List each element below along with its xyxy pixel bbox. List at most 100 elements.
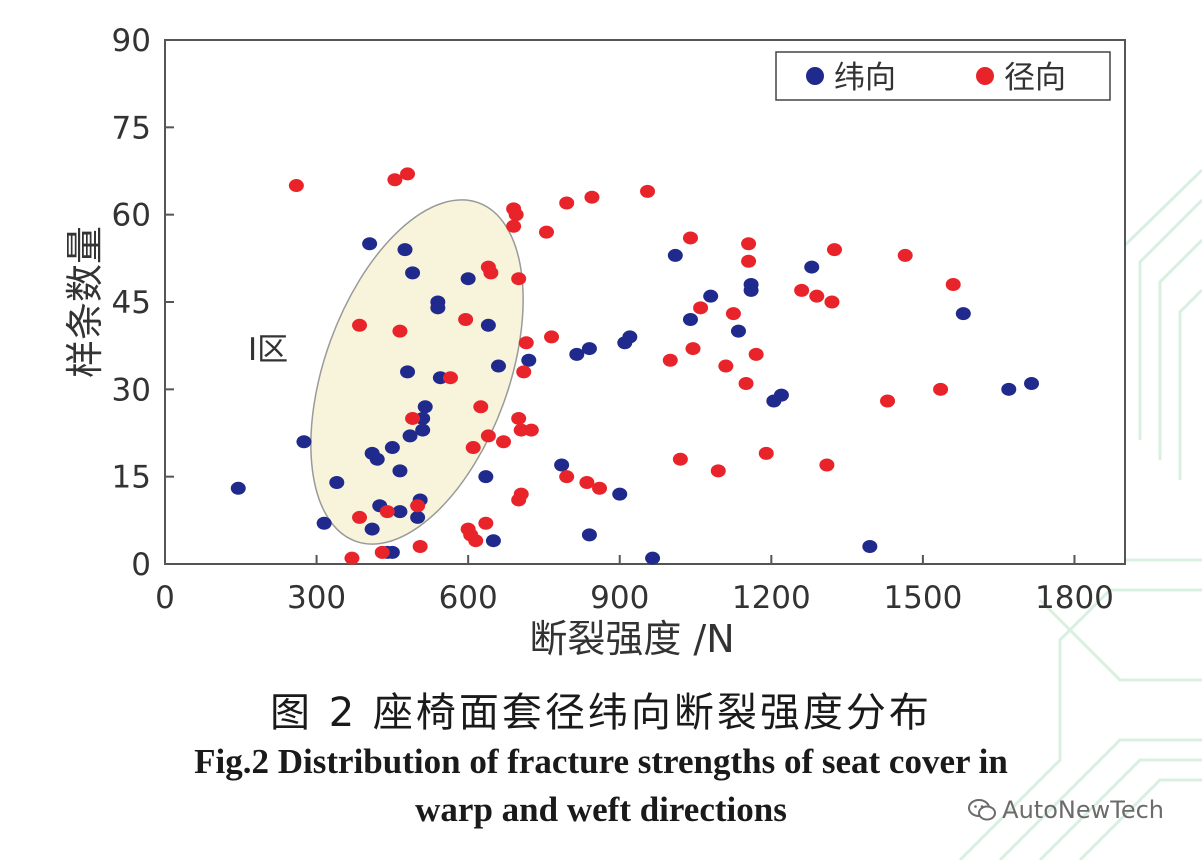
warp-point <box>410 499 426 513</box>
weft-point <box>417 400 433 414</box>
weft-point <box>480 318 496 332</box>
warp-point <box>662 353 678 367</box>
legend-marker-weft <box>806 67 824 85</box>
weft-point <box>730 324 746 338</box>
warp-point <box>465 441 481 455</box>
warp-point <box>741 254 757 268</box>
weft-point <box>400 365 416 379</box>
x-axis-title: 断裂强度 /N <box>529 617 734 661</box>
warp-point <box>559 196 575 210</box>
weft-point <box>397 243 413 257</box>
wechat-icon <box>968 799 997 821</box>
weft-point <box>645 551 661 565</box>
warp-point <box>412 540 428 554</box>
warp-point <box>478 516 494 530</box>
y-tick-label: 0 <box>131 547 151 583</box>
weft-point <box>682 312 698 326</box>
figure-caption-chinese: 图 2 座椅面套径纬向断裂强度分布 <box>270 690 932 736</box>
weft-point <box>478 470 494 484</box>
warp-point <box>672 452 688 466</box>
y-tick-label: 75 <box>112 110 151 146</box>
weft-point <box>804 260 820 274</box>
weft-point <box>703 289 719 303</box>
weft-point <box>384 441 400 455</box>
weft-point <box>955 307 971 321</box>
warp-point <box>819 458 835 472</box>
warp-point <box>640 184 656 198</box>
weft-point <box>230 481 246 495</box>
warp-point <box>559 470 575 484</box>
x-tick-label: 0 <box>155 580 175 616</box>
weft-point <box>490 359 506 373</box>
weft-point <box>410 510 426 524</box>
x-tick-label: 600 <box>439 580 498 616</box>
weft-point <box>460 272 476 286</box>
warp-point <box>794 283 810 297</box>
weft-point <box>392 464 408 478</box>
weft-point <box>1024 377 1040 391</box>
warp-point <box>945 278 961 292</box>
weft-point <box>364 522 380 536</box>
weft-point <box>329 475 345 489</box>
warp-point <box>344 551 360 565</box>
weft-point <box>402 429 418 443</box>
warp-point <box>442 371 458 385</box>
warp-point <box>506 219 522 233</box>
weft-point <box>554 458 570 472</box>
weft-point <box>581 342 597 356</box>
figure-caption-english-line-1: Fig.2 Distribution of fracture strengths… <box>194 742 1008 781</box>
warp-point <box>288 179 304 193</box>
warp-point <box>374 545 390 559</box>
weft-point <box>392 505 408 519</box>
region-i-ellipse <box>310 199 524 545</box>
plot-frame <box>164 39 1126 565</box>
legend-label-weft: 纬向 <box>834 60 896 96</box>
weft-point <box>1001 382 1017 396</box>
legend-label-warp: 径向 <box>1004 60 1066 96</box>
weft-point <box>667 248 683 262</box>
warp-point <box>392 324 408 338</box>
weft-point <box>430 301 446 315</box>
warp-point <box>387 173 403 187</box>
warp-point <box>405 411 421 425</box>
warp-point <box>738 377 754 391</box>
weft-point <box>485 534 501 548</box>
x-tick-label: 300 <box>287 580 346 616</box>
warp-point <box>544 330 560 344</box>
legend-marker-warp <box>976 67 994 85</box>
warp-point <box>480 429 496 443</box>
warp-point <box>352 510 368 524</box>
y-tick-label: 30 <box>112 372 151 408</box>
warp-point <box>513 487 529 501</box>
warp-point <box>516 365 532 379</box>
x-tick-label: 1200 <box>732 580 811 616</box>
weft-point <box>862 540 878 554</box>
warp-point <box>518 336 534 350</box>
weft-point <box>622 330 638 344</box>
warp-point <box>682 231 698 245</box>
warp-point <box>897 248 913 262</box>
watermark: AutoNewTech <box>968 796 1164 824</box>
warp-point <box>538 225 554 239</box>
warp-point <box>468 534 484 548</box>
x-tick-label: 1800 <box>1035 580 1114 616</box>
warp-point <box>511 411 527 425</box>
figure-caption-english-line-2: warp and weft directions <box>415 790 787 829</box>
warp-point <box>379 505 395 519</box>
warp-point <box>483 266 499 280</box>
warp-point <box>523 423 539 437</box>
warp-point <box>400 167 416 181</box>
warp-point <box>584 190 600 204</box>
warp-point <box>352 318 368 332</box>
warp-point <box>809 289 825 303</box>
warp-point <box>826 243 842 257</box>
x-tick-label: 1500 <box>883 580 962 616</box>
weft-point <box>405 266 421 280</box>
warp-point <box>693 301 709 315</box>
warp-point <box>579 475 595 489</box>
weft-point <box>362 237 378 251</box>
warp-point <box>758 446 774 460</box>
warp-point <box>710 464 726 478</box>
warp-point <box>511 272 527 286</box>
weft-point <box>521 353 537 367</box>
